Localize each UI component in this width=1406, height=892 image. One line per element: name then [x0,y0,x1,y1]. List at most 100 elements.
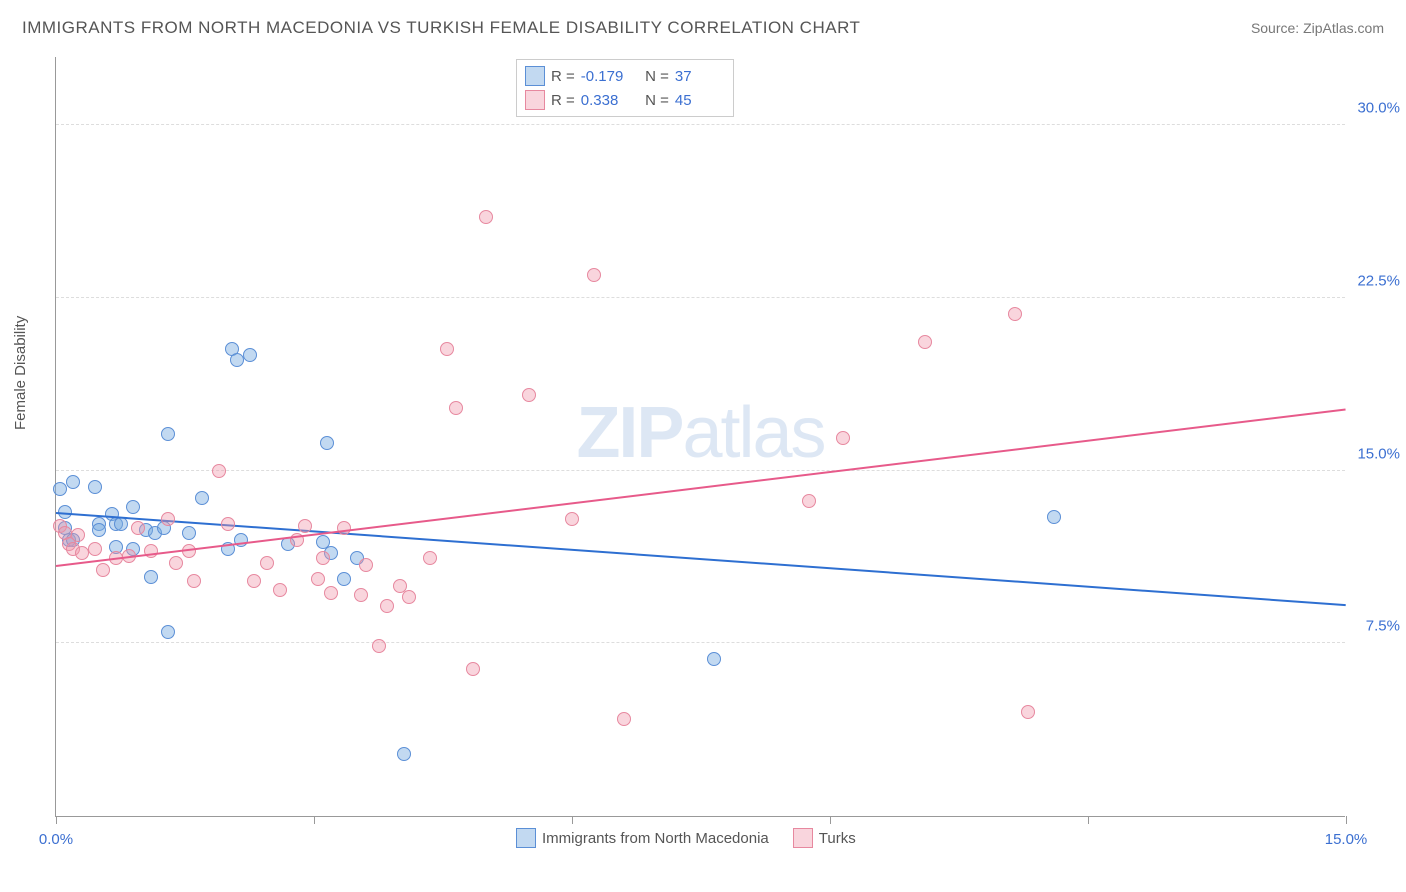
data-point [311,572,325,586]
x-tick [1346,816,1347,824]
data-point [260,556,274,570]
legend-series-name: Turks [819,830,856,847]
data-point [161,512,175,526]
x-tick [830,816,831,824]
x-tick [56,816,57,824]
legend-swatch [525,66,545,86]
data-point [243,348,257,362]
data-point [337,521,351,535]
data-point [324,586,338,600]
data-point [354,588,368,602]
data-point [71,528,85,542]
data-point [372,639,386,653]
legend-series-name: Immigrants from North Macedonia [542,830,769,847]
data-point [836,431,850,445]
data-point [359,558,373,572]
data-point [75,546,89,560]
data-point [96,563,110,577]
x-tick [1088,816,1089,824]
watermark: ZIPatlas [576,391,824,473]
gridline [56,297,1345,298]
data-point [92,523,106,537]
data-point [522,388,536,402]
data-point [221,517,235,531]
data-point [337,572,351,586]
n-label: N = [637,92,669,109]
x-tick-label: 15.0% [1325,831,1368,848]
y-axis-label: Female Disability [12,316,29,430]
watermark-bold: ZIP [576,392,682,472]
data-point [195,491,209,505]
data-point [707,652,721,666]
x-tick [314,816,315,824]
data-point [131,521,145,535]
trendline [56,512,1346,606]
r-value: -0.179 [581,68,631,85]
n-label: N = [637,68,669,85]
source-label: Source: [1251,20,1303,36]
chart-title: IMMIGRANTS FROM NORTH MACEDONIA VS TURKI… [22,18,860,38]
data-point [53,482,67,496]
data-point [449,401,463,415]
data-point [88,480,102,494]
source-name: ZipAtlas.com [1303,20,1384,36]
gridline [56,470,1345,471]
data-point [802,494,816,508]
data-point [273,583,287,597]
data-point [212,464,226,478]
data-point [380,599,394,613]
data-point [316,551,330,565]
r-label: R = [551,68,575,85]
legend-row: R = 0.338 N = 45 [525,88,725,112]
data-point [402,590,416,604]
data-point [161,625,175,639]
y-tick-label: 15.0% [1357,445,1400,462]
data-point [144,570,158,584]
correlation-legend: R = -0.179 N = 37R = 0.338 N = 45 [516,59,734,117]
gridline [56,124,1345,125]
source-attribution: Source: ZipAtlas.com [1251,20,1384,36]
data-point [230,353,244,367]
data-point [161,427,175,441]
data-point [247,574,261,588]
data-point [126,500,140,514]
x-tick [572,816,573,824]
legend-swatch [793,828,813,848]
r-label: R = [551,92,575,109]
series-legend: Immigrants from North Macedonia Turks [516,828,856,848]
n-value: 37 [675,68,725,85]
x-tick-label: 0.0% [39,831,73,848]
legend-item: Immigrants from North Macedonia [516,828,769,848]
trendline [56,409,1346,568]
scatter-chart: ZIPatlas 7.5%15.0%22.5%30.0%0.0%15.0%R =… [55,57,1345,817]
data-point [440,342,454,356]
data-point [479,210,493,224]
y-tick-label: 7.5% [1366,618,1400,635]
gridline [56,642,1345,643]
data-point [66,475,80,489]
data-point [565,512,579,526]
data-point [1008,307,1022,321]
y-tick-label: 22.5% [1357,272,1400,289]
legend-swatch [525,90,545,110]
data-point [298,519,312,533]
legend-swatch [516,828,536,848]
data-point [397,747,411,761]
data-point [1047,510,1061,524]
data-point [918,335,932,349]
data-point [617,712,631,726]
legend-row: R = -0.179 N = 37 [525,64,725,88]
data-point [466,662,480,676]
data-point [187,574,201,588]
n-value: 45 [675,92,725,109]
data-point [88,542,102,556]
watermark-light: atlas [682,392,824,472]
legend-item: Turks [793,828,856,848]
y-tick-label: 30.0% [1357,100,1400,117]
data-point [587,268,601,282]
r-value: 0.338 [581,92,631,109]
data-point [423,551,437,565]
data-point [169,556,183,570]
data-point [1021,705,1035,719]
data-point [320,436,334,450]
